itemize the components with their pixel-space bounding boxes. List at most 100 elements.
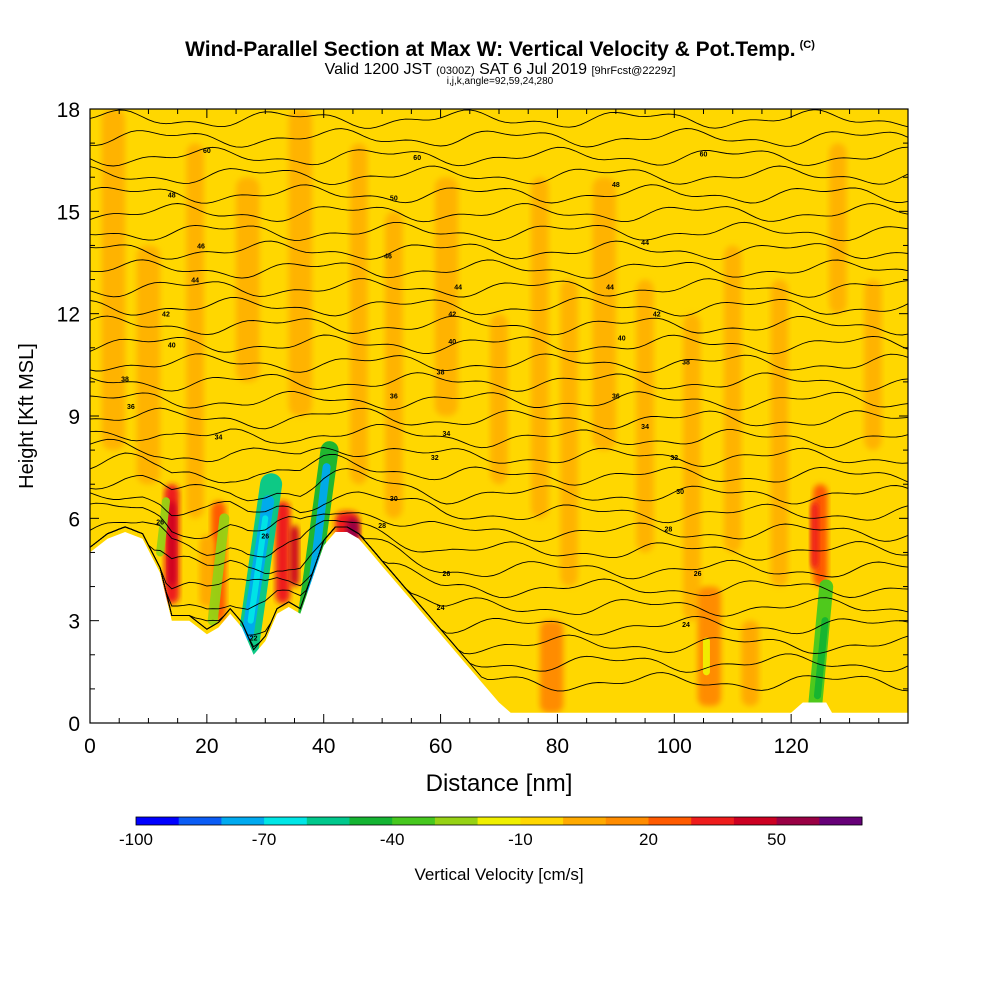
theta-label-0: 60 [203,148,211,155]
y-axis-label: Height [Kft MSL] [16,343,38,489]
colorbar-swatch-11 [605,817,649,825]
theta-label-26: 34 [641,424,649,431]
updraft-streak-10 [560,279,578,587]
subtitle-fcst: [9hrFcst@2229z] [591,65,676,77]
updraft-streak-4 [288,109,313,416]
colorbar-swatch-10 [563,817,607,825]
colorbar-tick-label: -10 [508,830,533,849]
theta-label-36: 26 [694,571,702,578]
theta-label-24: 34 [215,434,223,441]
subtitle-date: SAT 6 Jul 2019 [479,61,587,78]
theta-contour-10 [90,468,908,505]
theta-contour-20 [90,296,908,317]
chart-indices: i,j,k,angle=92,59,24,280 [446,76,554,87]
theta-label-25: 34 [443,431,451,438]
theta-label-4: 50 [390,196,398,203]
theta-label-34: 26 [261,533,269,540]
y-tick-label: 6 [68,508,80,531]
theta-label-23: 36 [612,394,620,401]
downdraft-band-7 [207,513,230,626]
theta-contour-8 [90,502,908,542]
theta-label-17: 40 [618,336,626,343]
theta-label-38: 24 [682,622,690,629]
theta-label-29: 30 [390,496,398,503]
updraft-streak-17 [864,279,882,451]
theta-label-32: 28 [665,527,673,534]
theta-label-35: 26 [443,571,451,578]
colorbar-tick-label: -100 [119,830,153,849]
colorbar-swatch-13 [691,817,735,825]
theta-label-9: 44 [191,278,199,285]
updraft-streak-0 [101,109,126,451]
colorbar-swatch-0 [136,817,180,825]
terrain [90,532,908,723]
colorbar-swatch-1 [178,817,222,825]
updraft-streak-6 [385,211,403,519]
theta-contour-29 [90,128,908,148]
theta-contour-13 [90,423,908,449]
theta-contour-25 [90,203,908,223]
colorbar-swatch-16 [819,817,863,825]
colorbar-swatch-2 [221,817,265,825]
colorbar-swatch-8 [477,817,521,825]
theta-label-11: 44 [606,284,614,291]
updraft-streak-14 [723,245,742,553]
updraft-streak-7 [434,177,459,416]
updraft-streak-15 [770,279,789,587]
x-tick-label: 40 [312,735,335,758]
theta-label-1: 60 [413,155,421,162]
downdraft-band-6 [813,617,829,700]
colorbar-swatch-12 [648,817,692,825]
updraft-streak-2 [186,143,204,519]
updraft-streak-5 [350,143,368,485]
colorbar-swatch-3 [264,817,308,825]
theta-contour-11 [90,452,908,486]
theta-label-28: 32 [670,455,678,462]
colorbar: -100 -70 -40 -10 20 50 [119,816,863,849]
theta-contour-26 [90,184,908,204]
theta-contour-15 [90,390,908,411]
theta-contour-18 [90,334,908,355]
colorbar-swatch-5 [349,817,393,825]
colorbar-tick-label: 20 [639,830,658,849]
theta-contour-27 [90,165,908,185]
theta-contour-19 [90,315,908,336]
theta-label-20: 38 [682,359,690,366]
updraft-streak-8 [490,313,508,485]
colorbar-tick-label: -40 [380,830,405,849]
updraft-streak-16 [829,143,847,314]
theta-label-3: 48 [168,192,176,199]
subtitle-utc: (0300Z) [436,65,475,77]
theta-contour-28 [90,146,908,167]
x-tick-label: 0 [84,735,96,758]
x-tick-label: 20 [195,735,218,758]
theta-label-7: 46 [384,254,392,261]
colorbar-tick-label: 50 [767,830,786,849]
updraft-streak-3 [236,177,260,382]
theta-label-30: 30 [676,489,684,496]
x-tick-label: 80 [546,735,569,758]
downdraft-band-2 [247,515,269,624]
theta-label-33: 26 [156,520,164,527]
y-tick-label: 18 [57,99,80,122]
y-tick-label: 3 [68,611,80,634]
updraft-streak-11 [592,177,616,451]
colorbar-swatch-4 [306,817,350,825]
theta-label-27: 32 [431,455,439,462]
theta-contour-23 [90,240,908,261]
theta-contour-6 [90,526,908,580]
x-tick-label: 60 [429,735,452,758]
theta-contour-22 [90,259,908,279]
theta-label-2: 60 [700,151,708,158]
updraft-streak-1 [136,245,161,485]
colorbar-swatch-9 [520,817,564,825]
x-axis-label: Distance [nm] [426,770,573,797]
theta-contour-12 [90,438,908,467]
y-tick-label: 9 [68,406,80,429]
updraft-cell-0 [539,620,564,713]
theta-contour-16 [90,372,908,392]
theta-label-8: 44 [641,240,649,247]
colorbar-tick-label: -70 [252,830,277,849]
